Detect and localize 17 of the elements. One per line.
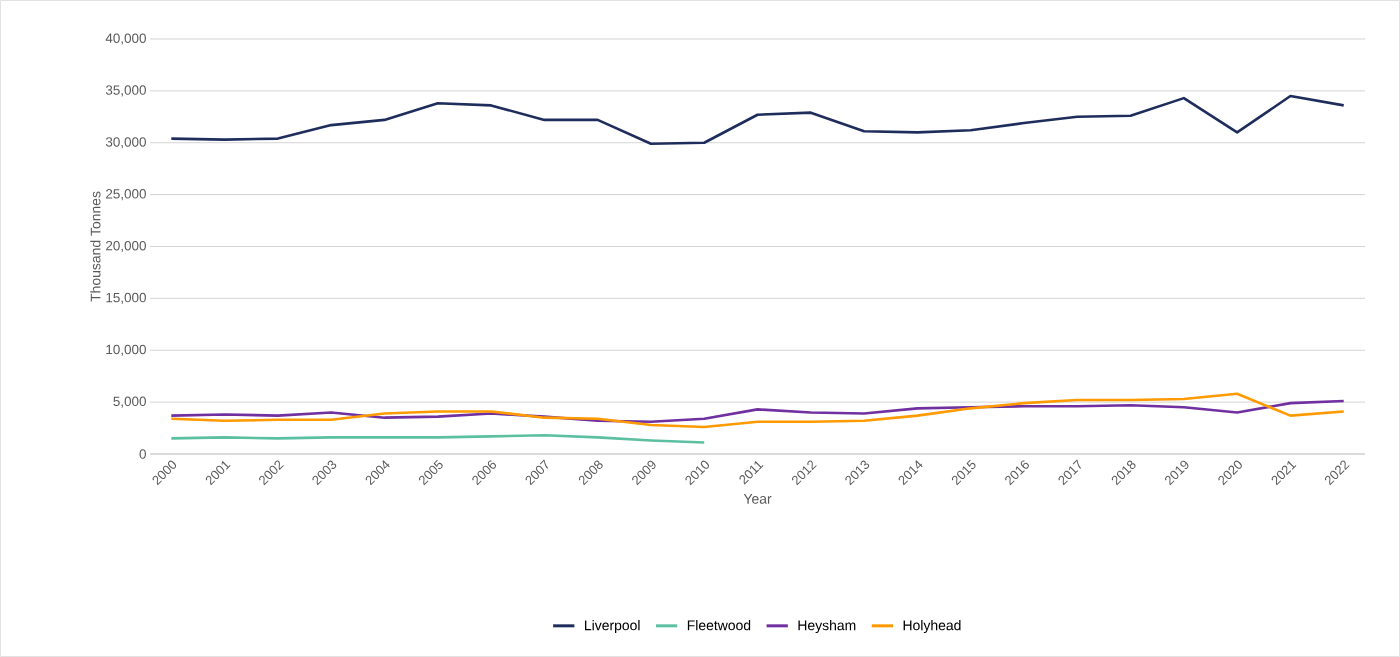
y-tick-label: 25,000 <box>106 189 146 201</box>
line-series <box>170 94 1346 146</box>
y-tick-label: 10,000 <box>106 344 146 356</box>
y-axis-title: Thousand Tonnes <box>90 191 101 302</box>
legend-label: Heysham <box>798 620 856 634</box>
y-tick-label: 35,000 <box>105 85 146 97</box>
x-axis-title: Year <box>743 494 772 504</box>
y-tick-label: 20,000 <box>106 240 146 253</box>
y-tick-label: 30,000 <box>105 137 146 149</box>
y-tick-label: 5,000 <box>113 396 146 408</box>
line-series <box>170 392 1346 429</box>
legend-label: Holyhead <box>903 620 961 634</box>
y-tick-label: 15,000 <box>106 292 146 304</box>
y-tick-label: 40,000 <box>105 33 146 45</box>
legend-label: Fleetwood <box>687 620 751 631</box>
legend-label: Liverpool <box>585 620 640 634</box>
y-tick-label: 0 <box>139 449 146 459</box>
